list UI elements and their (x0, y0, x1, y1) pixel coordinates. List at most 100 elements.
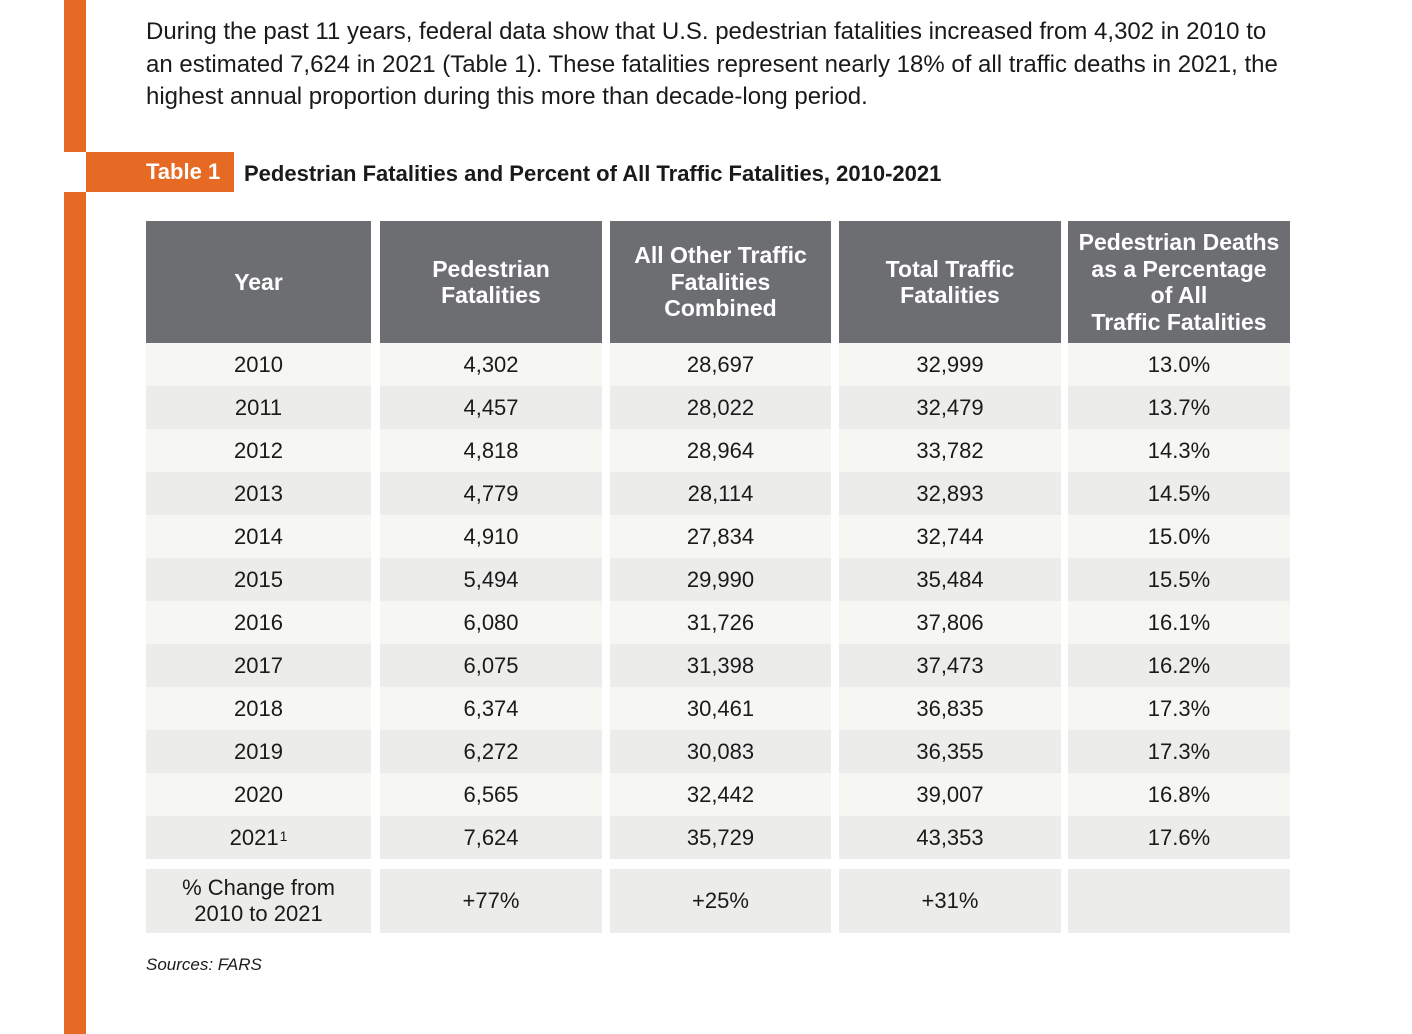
cell-text: 30,461 (686, 695, 755, 721)
table-cell-year: 2014 (146, 515, 371, 558)
change-cell-percent-pedestrian (1068, 869, 1290, 933)
cell-text: 13.7% (1147, 394, 1211, 420)
column-header-percent-pedestrian: Pedestrian Deaths as a Percentage of All Tr… (1068, 221, 1290, 343)
header-line: Fatalities (670, 268, 771, 295)
table-cell-total-fatalities: 37,806 (839, 601, 1061, 644)
cell-text: 2016 (234, 609, 283, 635)
cell-text: 15.0% (1147, 523, 1211, 549)
cell-text: 2014 (234, 523, 283, 549)
cell-text: 2021 (229, 824, 279, 850)
table-cell-other-fatalities: 29,990 (610, 558, 831, 601)
cell-text: 2017 (234, 652, 283, 678)
table-cell-total-fatalities: 37,473 (839, 644, 1061, 687)
cell-text: 35,484 (916, 566, 984, 592)
cell-text: 6,080 (463, 609, 519, 635)
sources-note: Sources: FARS (146, 955, 262, 974)
table-cell-year: 2021 1 (146, 816, 371, 859)
cell-text: 15.5% (1147, 566, 1211, 592)
cell-text: 4,457 (463, 394, 519, 420)
table-cell-total-fatalities: 35,484 (839, 558, 1061, 601)
table-cell-percent-pedestrian: 17.3% (1068, 730, 1290, 773)
table-cell-total-fatalities: 32,744 (839, 515, 1061, 558)
column-header-total-fatalities: Total Traffic Fatalities (839, 221, 1061, 343)
table-cell-total-fatalities: 32,999 (839, 343, 1061, 386)
table-cell-pedestrian-fatalities: 6,272 (380, 730, 602, 773)
table-cell-other-fatalities: 30,083 (610, 730, 831, 773)
cell-text: 29,990 (686, 566, 755, 592)
table-cell-year: 2019 (146, 730, 371, 773)
change-label-line: % Change from (182, 874, 335, 900)
cell-text: 6,374 (463, 695, 519, 721)
header-line: Year (234, 268, 283, 295)
table-cell-total-fatalities: 36,835 (839, 687, 1061, 730)
cell-text: 32,893 (916, 480, 984, 506)
change-row-label: % Change from 2010 to 2021 (146, 869, 371, 933)
cell-text: 6,272 (463, 738, 519, 764)
table-cell-pedestrian-fatalities: 6,565 (380, 773, 602, 816)
cell-text: 2013 (234, 480, 283, 506)
cell-text: 30,083 (686, 738, 755, 764)
cell-text: 17.3% (1147, 738, 1211, 764)
table-cell-percent-pedestrian: 14.3% (1068, 429, 1290, 472)
header-line: of All (1150, 282, 1208, 308)
table-cell-year: 2015 (146, 558, 371, 601)
table-cell-pedestrian-fatalities: 4,302 (380, 343, 602, 386)
table-cell-pedestrian-fatalities: 4,457 (380, 386, 602, 429)
cell-text: 14.5% (1147, 480, 1211, 506)
cell-text: 36,835 (916, 695, 984, 721)
table-cell-total-fatalities: 39,007 (839, 773, 1061, 816)
table-cell-total-fatalities: 43,353 (839, 816, 1061, 859)
cell-text: 7,624 (463, 824, 519, 850)
table-cell-pedestrian-fatalities: 5,494 (380, 558, 602, 601)
cell-text: 4,818 (463, 437, 519, 463)
table-cell-pedestrian-fatalities: 7,624 (380, 816, 602, 859)
table-cell-other-fatalities: 27,834 (610, 515, 831, 558)
cell-text: 13.0% (1147, 351, 1211, 377)
table-cell-total-fatalities: 36,355 (839, 730, 1061, 773)
table-cell-percent-pedestrian: 17.6% (1068, 816, 1290, 859)
table-cell-year: 2018 (146, 687, 371, 730)
change-cell-pedestrian-fatalities: +77% (380, 869, 602, 933)
cell-text: 27,834 (686, 523, 755, 549)
cell-text: 33,782 (916, 437, 984, 463)
table-cell-other-fatalities: 35,729 (610, 816, 831, 859)
footnote-marker: 1 (279, 827, 288, 844)
cell-text: 16.2% (1147, 652, 1211, 678)
header-line: Fatalities (900, 282, 1000, 308)
header-line: Pedestrian Deaths (1078, 229, 1280, 255)
cell-text: 31,398 (686, 652, 755, 678)
table-cell-percent-pedestrian: 16.1% (1068, 601, 1290, 644)
cell-text: 31,726 (686, 609, 755, 635)
table-cell-percent-pedestrian: 13.0% (1068, 343, 1290, 386)
header-line: as a Percentage (1091, 255, 1267, 282)
table-cell-percent-pedestrian: 16.2% (1068, 644, 1290, 687)
table-cell-year: 2013 (146, 472, 371, 515)
cell-text: 2020 (234, 781, 283, 807)
table-cell-other-fatalities: 32,442 (610, 773, 831, 816)
table-cell-year: 2010 (146, 343, 371, 386)
table-cell-year: 2020 (146, 773, 371, 816)
cell-text: 37,806 (916, 609, 984, 635)
header-line: Pedestrian (432, 255, 550, 282)
table-label-tag: Table 1 (86, 152, 234, 192)
table-cell-percent-pedestrian: 15.0% (1068, 515, 1290, 558)
header-line: Fatalities (441, 282, 541, 308)
table-cell-percent-pedestrian: 15.5% (1068, 558, 1290, 601)
table-cell-pedestrian-fatalities: 4,818 (380, 429, 602, 472)
table-cell-total-fatalities: 32,479 (839, 386, 1061, 429)
table-cell-pedestrian-fatalities: 4,910 (380, 515, 602, 558)
table-cell-year: 2016 (146, 601, 371, 644)
table-cell-other-fatalities: 31,726 (610, 601, 831, 644)
cell-text: 32,479 (916, 394, 984, 420)
cell-text: 17.6% (1147, 824, 1211, 850)
cell-text: 14.3% (1147, 437, 1211, 463)
table-cell-other-fatalities: 30,461 (610, 687, 831, 730)
cell-text: 28,022 (686, 394, 755, 420)
cell-text: 2018 (234, 695, 283, 721)
cell-text: 2012 (234, 437, 283, 463)
cell-text: 36,355 (916, 738, 984, 764)
change-cell-other-fatalities: +25% (610, 869, 831, 933)
table-cell-other-fatalities: 28,114 (610, 472, 831, 515)
accent-bar-bottom (64, 192, 86, 1034)
table-cell-percent-pedestrian: 17.3% (1068, 687, 1290, 730)
